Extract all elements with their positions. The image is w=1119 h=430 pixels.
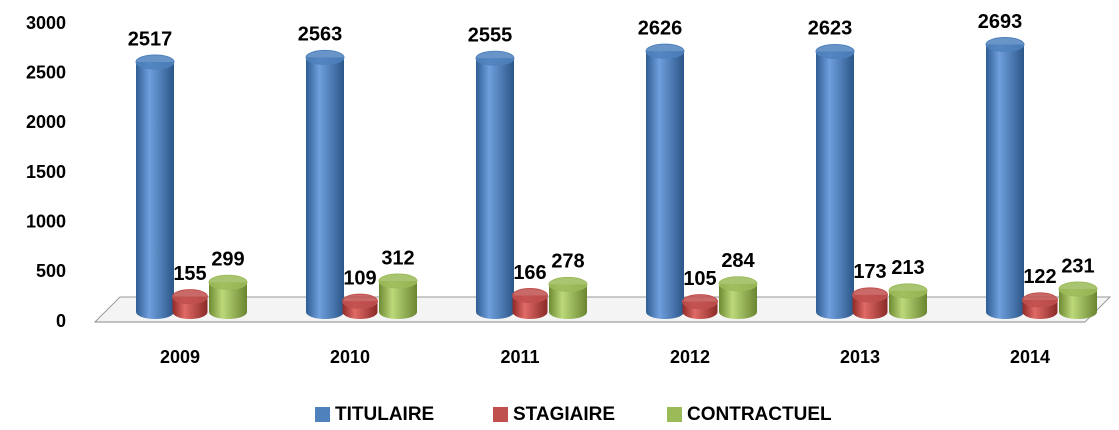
bar-top (718, 276, 758, 292)
data-label: 2626 (638, 17, 683, 39)
data-label: 2555 (468, 24, 513, 46)
floor (93, 296, 1112, 323)
bar-top (815, 43, 855, 59)
y-tick-label: 1500 (26, 162, 66, 182)
bar-top (305, 49, 345, 65)
bar (136, 61, 174, 313)
data-label: 2693 (978, 11, 1023, 33)
y-tick-label: 3000 (26, 13, 66, 33)
data-label: 299 (211, 249, 244, 271)
legend-label: TITULAIRE (335, 404, 434, 425)
y-tick-label: 2000 (26, 112, 66, 132)
x-tick-label: 2014 (1010, 347, 1050, 367)
data-label: 284 (721, 250, 755, 272)
data-label: 2563 (298, 24, 343, 46)
y-tick-label: 0 (56, 311, 66, 331)
bar (476, 58, 514, 312)
bar-top (475, 50, 515, 66)
data-label: 278 (551, 251, 584, 273)
data-label: 122 (1023, 266, 1056, 288)
bar-top (135, 54, 175, 70)
legend-swatch (667, 407, 682, 422)
data-label: 312 (381, 247, 414, 269)
bar-top (645, 43, 685, 59)
data-label: 155 (173, 263, 206, 285)
legend-label: CONTRACTUEL (687, 404, 832, 425)
legend-swatch (315, 407, 330, 422)
bar-top (985, 36, 1025, 52)
data-label: 2517 (128, 28, 173, 50)
bar (646, 51, 684, 312)
data-label: 166 (513, 262, 546, 284)
x-tick-label: 2013 (840, 347, 880, 367)
x-tick-label: 2011 (500, 347, 539, 367)
y-tick-label: 2500 (26, 62, 66, 82)
bar-top (1058, 281, 1098, 297)
bar-top (512, 288, 548, 304)
data-label: 213 (891, 257, 924, 279)
x-tick-label: 2010 (330, 347, 370, 367)
bar-top (208, 274, 248, 290)
bar (306, 57, 344, 313)
bar-top (888, 283, 928, 299)
bar-top (378, 273, 418, 289)
bar-top (172, 289, 208, 305)
y-tick-label: 500 (36, 261, 66, 281)
data-label: 109 (343, 267, 376, 289)
y-tick-label: 1000 (26, 211, 66, 231)
bar-top (682, 294, 718, 310)
legend-swatch (493, 407, 508, 422)
data-label: 2623 (808, 18, 853, 40)
bar-top (852, 287, 888, 303)
data-label: 173 (853, 261, 886, 283)
x-tick-label: 2012 (670, 347, 710, 367)
bar (986, 44, 1024, 313)
x-tick-label: 2009 (160, 347, 200, 367)
data-label: 231 (1061, 255, 1094, 277)
bar-top (548, 276, 588, 292)
bar (816, 51, 854, 312)
data-label: 105 (683, 268, 716, 290)
bar-top (1022, 292, 1058, 308)
legend-label: STAGIAIRE (513, 404, 615, 425)
bar-top (342, 293, 378, 309)
